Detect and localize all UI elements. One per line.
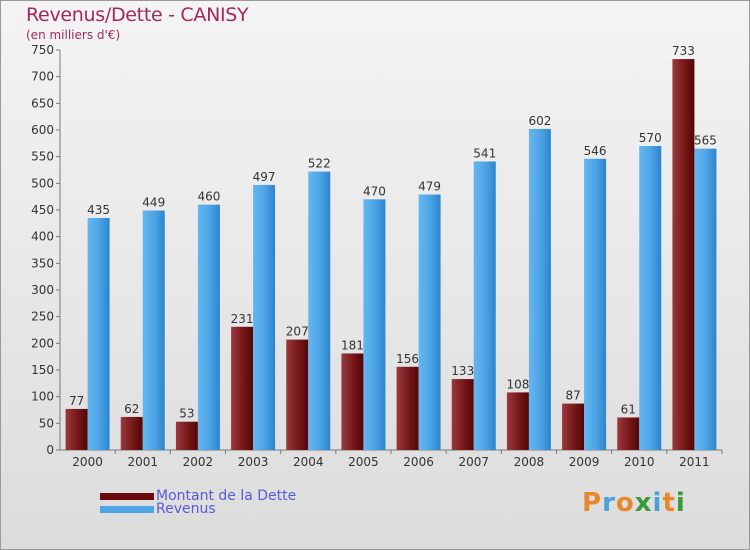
bar-dette <box>65 408 88 450</box>
bar-dette <box>451 379 474 450</box>
x-tick-label: 2011 <box>679 455 710 469</box>
y-tick-label: 550 <box>31 150 54 164</box>
data-label-revenus: 541 <box>473 146 496 160</box>
data-label-dette: 156 <box>396 352 419 366</box>
y-tick-label: 750 <box>31 43 54 57</box>
bar-dette <box>617 417 640 450</box>
bar-revenus <box>694 148 717 450</box>
y-tick-label: 450 <box>31 203 54 217</box>
bar-dette <box>175 421 198 450</box>
y-tick-label: 300 <box>31 283 54 297</box>
bar-revenus <box>528 128 551 450</box>
legend-label-revenus: Revenus <box>156 501 216 517</box>
legend-swatch-dette <box>100 492 154 500</box>
data-label-revenus: 479 <box>418 180 441 194</box>
data-label-revenus: 497 <box>253 170 276 184</box>
bar-revenus <box>584 158 607 451</box>
data-label-dette: 62 <box>124 402 139 416</box>
x-tick-label: 2008 <box>514 455 545 469</box>
x-tick-label: 2004 <box>293 455 324 469</box>
bar-revenus <box>473 161 496 450</box>
data-label-revenus: 546 <box>584 144 607 158</box>
bar-dette <box>120 416 143 450</box>
bar-revenus <box>87 218 110 450</box>
bar-revenus <box>142 210 165 450</box>
data-label-revenus: 565 <box>694 134 717 148</box>
data-label-dette: 53 <box>179 407 194 421</box>
y-tick-label: 50 <box>39 416 54 430</box>
data-label-dette: 133 <box>451 364 474 378</box>
data-label-revenus: 470 <box>363 184 386 198</box>
x-tick-label: 2003 <box>238 455 269 469</box>
bar-dette <box>341 353 364 450</box>
data-label-dette: 181 <box>341 338 364 352</box>
x-tick-label: 2001 <box>127 455 158 469</box>
bar-revenus <box>197 204 220 450</box>
data-label-dette: 77 <box>69 394 84 408</box>
data-label-dette: 87 <box>565 389 580 403</box>
x-tick-label: 2010 <box>624 455 655 469</box>
y-tick-label: 250 <box>31 310 54 324</box>
x-tick-label: 2006 <box>403 455 434 469</box>
data-label-revenus: 449 <box>142 196 165 210</box>
y-tick-label: 0 <box>46 443 54 457</box>
y-tick-label: 150 <box>31 363 54 377</box>
bar-revenus <box>639 146 662 450</box>
chart-title: Revenus/Dette - CANISY <box>26 4 249 26</box>
data-label-dette: 231 <box>231 312 254 326</box>
y-tick-label: 400 <box>31 230 54 244</box>
bar-revenus <box>363 199 386 450</box>
y-tick-label: 200 <box>31 336 54 350</box>
proxiti-logo: Proxiti <box>582 488 686 518</box>
data-label-dette: 733 <box>672 44 695 58</box>
bar-revenus <box>253 184 276 450</box>
y-tick-label: 350 <box>31 256 54 270</box>
legend-item-revenus: Revenus <box>100 501 216 517</box>
y-tick-label: 700 <box>31 70 54 84</box>
y-tick-label: 650 <box>31 96 54 110</box>
x-tick-label: 2009 <box>569 455 600 469</box>
bar-dette <box>396 366 419 450</box>
x-tick-label: 2002 <box>183 455 214 469</box>
legend-item-dette: Montant de la Dette <box>100 488 296 504</box>
y-tick-label: 500 <box>31 176 54 190</box>
bar-dette <box>506 392 529 450</box>
data-label-dette: 207 <box>286 325 309 339</box>
bar-revenus <box>308 171 331 450</box>
bar-revenus <box>418 194 441 450</box>
bar-dette <box>231 326 254 450</box>
data-label-revenus: 435 <box>87 203 110 217</box>
legend-label-dette: Montant de la Dette <box>156 488 297 504</box>
bar-dette <box>672 59 695 451</box>
data-label-revenus: 460 <box>197 190 220 204</box>
x-tick-label: 2000 <box>72 455 103 469</box>
bar-dette <box>286 339 309 450</box>
y-tick-label: 100 <box>31 390 54 404</box>
data-label-revenus: 522 <box>308 157 331 171</box>
data-label-revenus: 570 <box>639 131 662 145</box>
data-label-dette: 108 <box>506 377 529 391</box>
data-label-revenus: 602 <box>528 114 551 128</box>
y-tick-label: 600 <box>31 123 54 137</box>
legend-swatch-revenus <box>100 505 154 513</box>
data-label-dette: 61 <box>621 402 636 416</box>
bar-dette <box>562 403 585 450</box>
chart-subtitle: (en milliers d'€) <box>26 28 121 42</box>
x-tick-label: 2005 <box>348 455 379 469</box>
x-tick-label: 2007 <box>458 455 489 469</box>
